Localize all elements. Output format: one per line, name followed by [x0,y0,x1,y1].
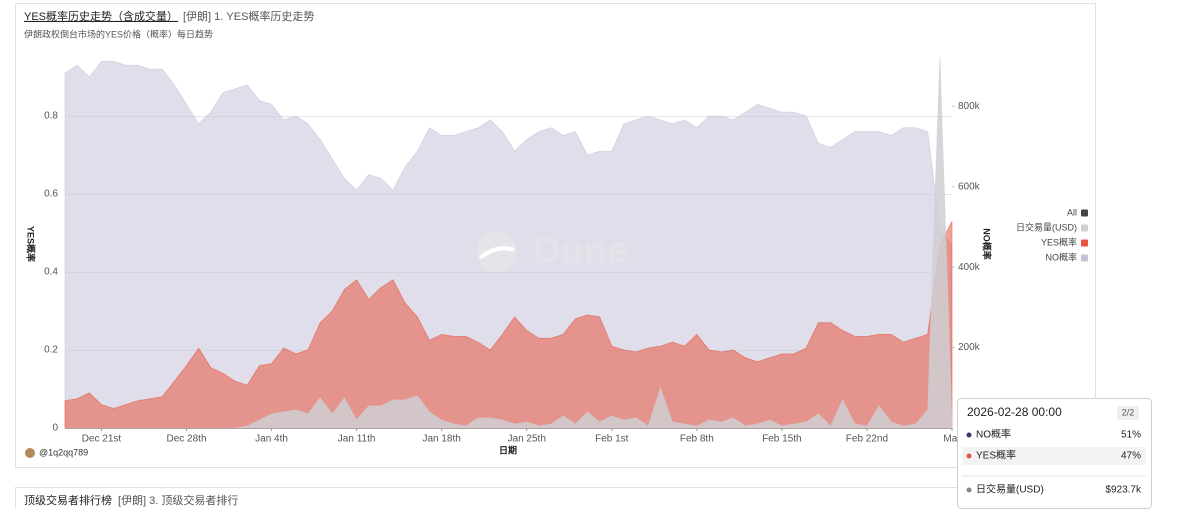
y-axis-label: YES概率 [26,226,37,262]
chart-title[interactable]: YES概率历史走势（含成交量） [24,9,178,23]
y2-axis-label: NO概率 [982,228,993,260]
subtitle: 伊朗政权倒台市场的YES价格（概率）每日趋势 [24,28,213,39]
x-tick-label: Jan 4th [255,434,288,445]
chart-tag: [伊朗] 1. YES概率历史走势 [183,9,314,23]
x-tick-label: Feb 15th [762,434,801,445]
tooltip-name: YES概率 [976,449,1016,462]
y-tick-label: 0.2 [44,345,58,356]
legend-label: 日交易量(USD) [1016,221,1077,232]
x-tick-label: Feb 8th [680,434,714,445]
y2-tick-label: 600k [958,181,981,192]
y-tick-label: 0 [52,423,58,434]
legend-label: All [1067,207,1077,217]
tooltip-value: $923.7k [1105,485,1142,496]
x-tick-label: Feb 22nd [846,434,888,445]
x-axis-label: 日期 [499,444,517,455]
x-tick-label: Dec 28th [166,434,206,445]
tooltip-highlight [962,447,1146,465]
x-tick-label: Dec 21st [82,434,122,445]
tooltip-title: 2026-02-28 00:00 [967,405,1062,419]
tooltip-dot [966,487,972,493]
tooltip-name: NO概率 [976,428,1011,441]
tooltip-dot [966,432,972,438]
x-tick-label: Jan 18th [422,434,460,445]
tooltip-page: 2/2 [1122,407,1135,417]
user[interactable]: @1q2qq789 [39,447,88,457]
y-tick-label: 0.6 [44,189,58,200]
x-tick-label: Jan 25th [508,434,546,445]
x-tick-label: Jan 11th [338,434,376,445]
tooltip-value: 47% [1121,451,1141,462]
legend-swatch [1081,224,1088,232]
legend-label: YES概率 [1041,236,1077,247]
tooltip-page-bg [1117,406,1139,420]
watermark: Dune [477,230,628,272]
x-tick-label: Feb 1st [595,434,629,445]
y2-tick-label: 400k [958,262,981,273]
x-tick-label: Mar [943,434,961,445]
area [64,221,953,429]
y2-tick-label: 200k [958,342,981,353]
next-tag: [伊朗] 3. 顶级交易者排行 [118,493,238,507]
legend-swatch [1081,209,1088,217]
legend-swatch [1081,254,1088,262]
avatar [25,448,35,458]
legend-swatch [1081,239,1088,247]
legend-label: NO概率 [1045,251,1077,262]
area [65,56,953,429]
tooltip-value: 51% [1121,430,1141,441]
y-tick-label: 0.4 [44,267,58,278]
watermark-text: Dune [533,230,628,272]
next-title: 顶级交易者排行榜 [24,493,112,507]
tooltip-dot [966,453,972,459]
y2-tick-label: 800k [958,101,981,112]
tooltip-name: 日交易量(USD) [976,483,1044,496]
y-tick-label: 0.8 [44,111,58,122]
